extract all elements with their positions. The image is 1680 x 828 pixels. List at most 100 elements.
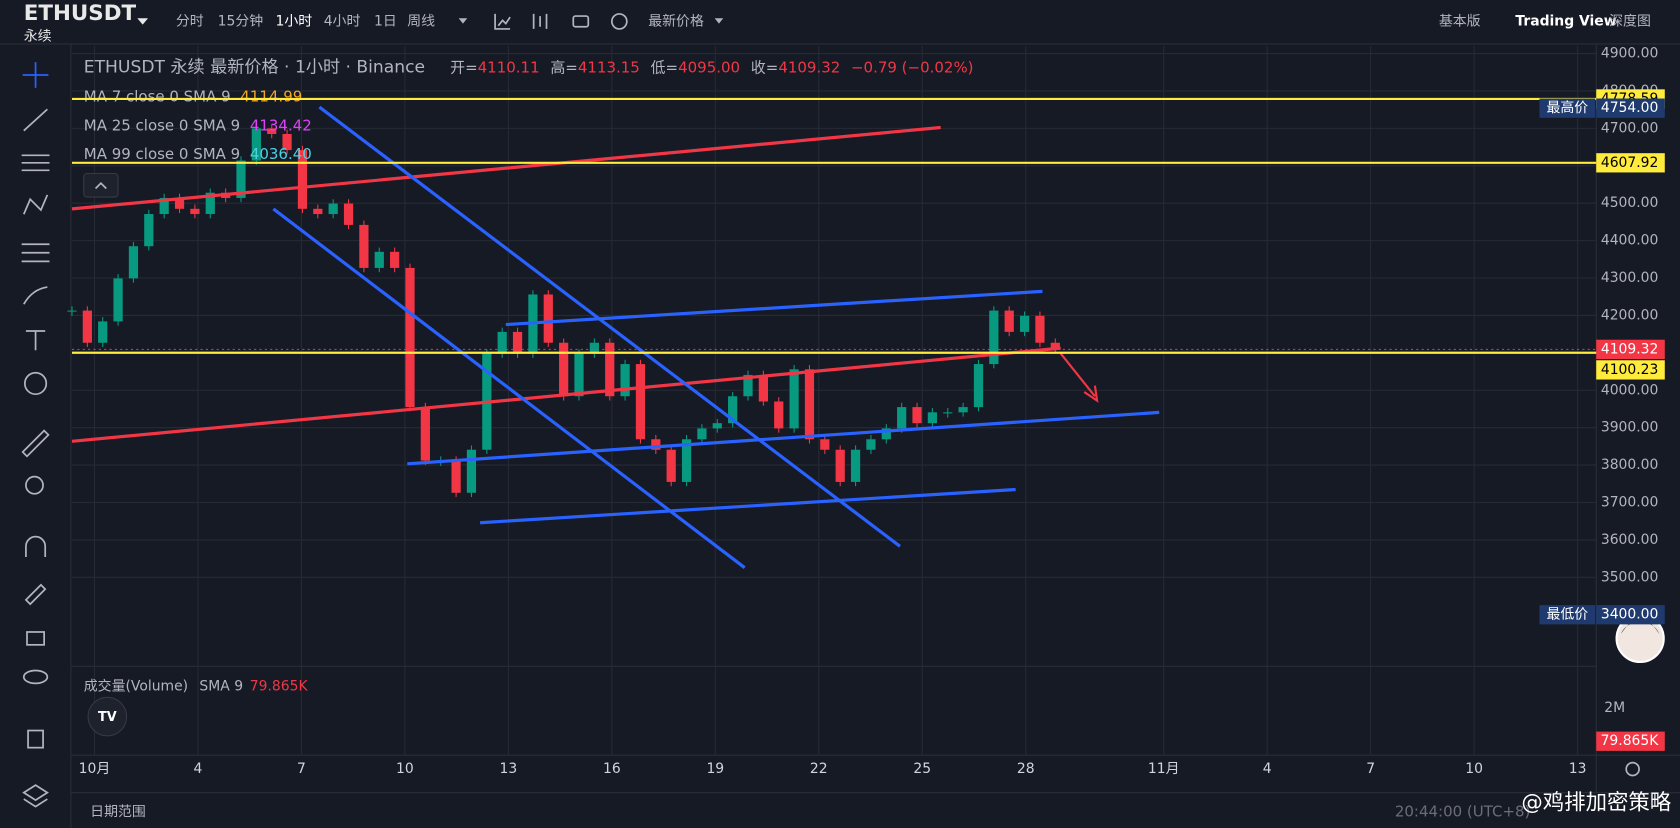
candle <box>728 396 738 424</box>
visibility-tool[interactable] <box>22 669 49 685</box>
candle <box>267 128 277 134</box>
candle <box>958 407 968 413</box>
indicator-name: MA 99 close 0 SMA 9 <box>84 145 240 163</box>
lock-tool[interactable] <box>26 631 45 646</box>
tv-logo[interactable] <box>87 696 128 737</box>
layers-tool[interactable] <box>22 784 49 808</box>
candle <box>144 214 154 247</box>
arrow[interactable] <box>1059 352 1099 403</box>
indicator-icon[interactable] <box>494 13 511 30</box>
volume-value: 79.865K <box>250 679 309 695</box>
candle <box>1019 315 1030 332</box>
text-tool[interactable] <box>25 330 46 351</box>
chart-type-icon[interactable] <box>532 13 548 29</box>
symbol[interactable]: ETHUSDT <box>24 1 137 26</box>
y-tick-label: 3900.00 <box>1601 420 1659 436</box>
candle <box>297 150 308 209</box>
candle <box>789 369 799 429</box>
y-tick-label: 3500.00 <box>1601 569 1659 585</box>
candle <box>159 197 169 215</box>
candle <box>313 208 323 215</box>
trend-line[interactable] <box>479 487 1016 525</box>
dropdown[interactable] <box>137 18 149 25</box>
brush-tool[interactable] <box>23 286 48 305</box>
ohlc-value: 4109.32 <box>778 58 840 76</box>
zoom-tool[interactable] <box>25 475 44 495</box>
dropdown[interactable] <box>714 18 724 24</box>
price-type[interactable]: 最新价格 <box>648 13 704 29</box>
interval[interactable]: 1日 <box>374 13 397 29</box>
add-icon[interactable] <box>610 13 628 30</box>
candle <box>451 460 461 493</box>
collapse-icon[interactable] <box>94 181 107 190</box>
candle <box>1004 310 1014 332</box>
interval[interactable]: 4小时 <box>324 13 361 29</box>
indicator-value: 4036.40 <box>250 145 312 163</box>
settings-icon[interactable] <box>1625 761 1640 777</box>
x-tick-label: 4 <box>1263 761 1272 777</box>
trend-line[interactable] <box>71 125 941 211</box>
magnet-tool[interactable] <box>25 535 47 557</box>
collapse-button[interactable] <box>83 172 119 198</box>
y-tick-label: 4500.00 <box>1601 195 1659 211</box>
dropdown[interactable] <box>458 18 468 24</box>
price-label: 4607.92 <box>1601 155 1659 171</box>
camera-icon[interactable] <box>572 15 590 28</box>
x-tick-label: 10 <box>396 761 414 777</box>
ohlc-value: 4110.11 <box>478 58 540 76</box>
candle <box>866 439 876 450</box>
candle <box>989 310 999 365</box>
volume-axis-value: 79.865K <box>1601 733 1660 749</box>
candle <box>236 160 246 198</box>
marker-box <box>1539 605 1596 625</box>
y-tick-label: 4000.00 <box>1601 382 1659 398</box>
ruler-tool[interactable] <box>21 429 50 458</box>
candle <box>174 197 185 209</box>
x-tick-label: 7 <box>297 761 306 777</box>
candle <box>559 342 569 397</box>
candle <box>359 224 369 268</box>
x-tick-label: 11月 <box>1148 761 1180 777</box>
y-tick-label: 4900.00 <box>1601 46 1659 62</box>
trend-line[interactable] <box>272 207 746 569</box>
crosshair-tool[interactable] <box>22 62 49 88</box>
x-tick-label: 13 <box>500 761 518 777</box>
trend-line[interactable] <box>505 289 1043 327</box>
trend-line[interactable] <box>407 410 1160 466</box>
x-tick-label: 10 <box>1465 761 1483 777</box>
candle <box>804 369 815 440</box>
price-label-box <box>1596 153 1665 173</box>
interval[interactable]: 15分钟 <box>218 12 264 29</box>
line-tool[interactable] <box>23 108 48 132</box>
candle <box>113 278 123 322</box>
fib-tool[interactable] <box>21 154 50 172</box>
candle <box>897 407 907 429</box>
interval[interactable]: 周线 <box>407 13 435 29</box>
view-tab-active[interactable]: Trading View <box>1515 13 1616 29</box>
y-tick-label: 3700.00 <box>1601 494 1659 510</box>
candle <box>343 203 354 225</box>
view-tab[interactable]: 深度图 <box>1609 13 1651 29</box>
emoji-tool[interactable] <box>23 371 48 396</box>
lock-draw-tool[interactable] <box>24 583 47 606</box>
candle <box>774 401 784 429</box>
delete-tool[interactable] <box>27 729 44 749</box>
tv-logo-text: TV <box>98 710 117 725</box>
pattern-tool[interactable] <box>22 194 49 215</box>
x-tick-label: 10月 <box>79 761 111 777</box>
ohlc-label: 收= <box>751 58 779 76</box>
candle <box>205 192 215 215</box>
trend-line[interactable] <box>318 105 901 548</box>
candle <box>512 331 523 354</box>
interval[interactable]: 分时 <box>176 13 204 29</box>
date-range[interactable]: 日期范围 <box>90 803 146 820</box>
marker-value-box <box>1596 605 1665 625</box>
view-tab[interactable]: 基本版 <box>1439 12 1481 29</box>
marker-value: 3400.00 <box>1601 607 1659 623</box>
forecast-tool[interactable] <box>21 243 50 263</box>
interval-active[interactable]: 1小时 <box>276 13 313 29</box>
trend-line[interactable] <box>71 346 1061 443</box>
candle <box>374 251 384 268</box>
candle <box>282 133 292 151</box>
